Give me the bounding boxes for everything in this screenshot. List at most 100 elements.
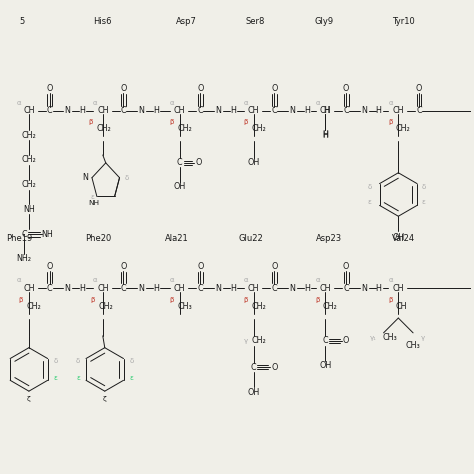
Text: OH: OH (392, 234, 404, 243)
Text: C: C (121, 284, 126, 293)
Text: C: C (47, 106, 53, 115)
Text: CH: CH (23, 284, 35, 293)
Text: O: O (343, 84, 349, 93)
Text: CH: CH (174, 106, 185, 115)
Text: H: H (322, 131, 328, 140)
Text: H: H (79, 284, 85, 293)
Text: C: C (47, 284, 53, 293)
Text: H: H (304, 284, 310, 293)
Text: β: β (19, 297, 23, 303)
Text: CH₂: CH₂ (323, 301, 338, 310)
Text: α: α (17, 100, 21, 106)
Text: N: N (64, 284, 70, 293)
Text: His6: His6 (93, 17, 112, 26)
Text: O: O (120, 84, 127, 93)
Text: O: O (271, 262, 277, 271)
Text: C: C (323, 336, 328, 345)
Text: α: α (169, 277, 174, 283)
Text: δ: δ (54, 357, 58, 364)
Text: O: O (46, 262, 53, 271)
Text: N: N (138, 106, 144, 115)
Text: ε: ε (90, 194, 94, 201)
Text: C: C (198, 106, 203, 115)
Text: CH₂: CH₂ (21, 155, 36, 164)
Text: ε: ε (76, 375, 80, 381)
Text: γ: γ (244, 338, 248, 344)
Text: CH: CH (319, 106, 331, 115)
Text: CH₂: CH₂ (251, 124, 266, 133)
Text: Ser8: Ser8 (246, 17, 265, 26)
Text: H: H (230, 106, 236, 115)
Text: CH₂: CH₂ (21, 131, 36, 140)
Text: N: N (289, 284, 295, 293)
Text: β: β (244, 297, 248, 303)
Text: Asp23: Asp23 (316, 235, 342, 244)
Text: OH: OH (319, 361, 331, 370)
Text: ε: ε (422, 200, 426, 205)
Text: C: C (272, 284, 277, 293)
Text: H: H (153, 284, 159, 293)
Text: α: α (243, 277, 248, 283)
Text: CH₂: CH₂ (251, 301, 266, 310)
Text: H: H (79, 106, 85, 115)
Text: N: N (289, 106, 295, 115)
Text: δ: δ (76, 357, 80, 364)
Text: O: O (271, 363, 277, 372)
Text: CH₃: CH₃ (406, 341, 420, 350)
Text: H: H (304, 106, 310, 115)
Text: CH: CH (392, 284, 404, 293)
Text: O: O (343, 336, 349, 345)
Text: C: C (343, 284, 349, 293)
Text: α: α (17, 277, 21, 283)
Text: α: α (243, 100, 248, 106)
Text: CH₃: CH₃ (177, 301, 192, 310)
Text: Phe19: Phe19 (6, 235, 32, 244)
Text: α: α (388, 100, 393, 106)
Text: OH: OH (247, 158, 260, 167)
Text: α: α (92, 100, 97, 106)
Text: CH₂: CH₂ (177, 124, 192, 133)
Text: NH: NH (42, 229, 54, 238)
Text: CH₂: CH₂ (99, 301, 113, 310)
Text: β: β (89, 119, 93, 125)
Text: N: N (64, 106, 70, 115)
Text: δ: δ (124, 175, 128, 181)
Text: O: O (195, 158, 201, 167)
Text: α: α (315, 277, 320, 283)
Text: β: β (388, 119, 392, 125)
Text: NH₂: NH₂ (17, 254, 31, 263)
Text: C: C (198, 284, 203, 293)
Text: N: N (215, 106, 221, 115)
Text: CH: CH (248, 284, 259, 293)
Text: 5: 5 (19, 17, 24, 26)
Text: β: β (315, 297, 320, 303)
Text: γ: γ (421, 335, 425, 341)
Text: N: N (82, 173, 88, 182)
Text: N: N (138, 284, 144, 293)
Text: C: C (251, 363, 256, 372)
Text: α: α (315, 100, 320, 106)
Text: O: O (120, 262, 127, 271)
Text: Glu22: Glu22 (238, 235, 263, 244)
Text: C: C (21, 229, 27, 238)
Text: α: α (388, 277, 393, 283)
Text: CH₃: CH₃ (382, 333, 397, 342)
Text: CH₂: CH₂ (27, 301, 41, 310)
Text: N: N (215, 284, 221, 293)
Text: H: H (153, 106, 159, 115)
Text: Phe20: Phe20 (85, 235, 111, 244)
Text: CH₂: CH₂ (251, 336, 266, 345)
Text: O: O (343, 262, 349, 271)
Text: H: H (376, 284, 382, 293)
Text: ε: ε (54, 375, 57, 381)
Text: δ: δ (129, 357, 134, 364)
Text: O: O (46, 84, 53, 93)
Text: ζ: ζ (27, 396, 31, 402)
Text: CH₂: CH₂ (96, 124, 111, 133)
Text: C: C (416, 106, 422, 115)
Text: Tyr10: Tyr10 (392, 17, 415, 26)
Text: N: N (361, 106, 367, 115)
Text: δ: δ (368, 183, 372, 190)
Text: CH: CH (319, 284, 331, 293)
Text: β: β (91, 297, 95, 303)
